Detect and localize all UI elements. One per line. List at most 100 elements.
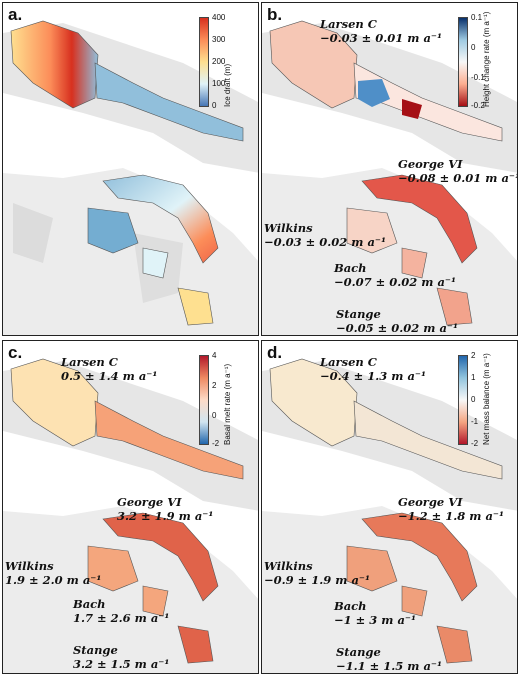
colorbar-b-title: Height change rate (m a⁻¹) [482,11,491,107]
shelf-name: Bach [334,599,367,613]
larsen-hotspot-red [402,99,422,119]
george-vi-shelf [361,512,478,602]
panel-label-c: c. [8,343,23,362]
colorbar-b: 0.1 0 -0.1 -0.2 Height change rate (m a⁻… [458,12,508,117]
shelf-value: −1.1 ± 1.5 m a⁻¹ [336,659,443,673]
colorbar-d-tick: 2 [471,351,476,360]
map-panel-b [262,20,517,335]
annotation-wilkins: Wilkins −0.9 ± 1.9 m a⁻¹ [264,559,370,587]
shelf-name: George VI [398,495,463,509]
colorbar-a-title: Ice draft (m) [223,63,232,107]
shelf-value: 0.5 ± 1.4 m a⁻¹ [61,369,158,383]
shelf-name: Bach [73,597,106,611]
shelf-value: −1 ± 3 m a⁻¹ [334,613,417,627]
bach-shelf [401,247,428,279]
shelf-name: Larsen C [320,17,377,31]
colorbar-b-tick: 0.1 [471,13,483,22]
stange-shelf [436,287,473,326]
colorbar-d-tick: -1 [471,417,479,426]
annotation-larsen-c: Larsen C −0.4 ± 1.3 m a⁻¹ [320,355,426,383]
george-vi-shelf [102,512,219,602]
shelf-name: Stange [336,307,381,321]
annotation-george-vi: George VI −0.08 ± 0.01 m a⁻¹ [398,157,517,185]
annotation-stange: Stange 3.2 ± 1.5 m a⁻¹ [73,643,169,671]
colorbar-a-gradient [199,17,209,107]
annotation-bach: Bach −0.07 ± 0.02 m a⁻¹ [334,261,456,289]
larsen-d-shelf [94,62,244,142]
colorbar-c: 4 2 0 -2 Basal melt rate (m a⁻¹) [199,351,249,455]
colorbar-b-tick: -0.2 [471,101,485,110]
colorbar-a-tick: 200 [212,57,226,66]
colorbar-d-tick: -2 [471,439,479,448]
panel-label-a: a. [8,5,23,24]
shelf-value: −0.05 ± 0.02 m a⁻¹ [336,321,459,335]
annotation-wilkins: Wilkins −0.03 ± 0.02 m a⁻¹ [264,221,386,249]
colorbar-d-tick: 0 [471,395,476,404]
larsen-hotspot-blue [358,79,390,107]
shelf-name: Wilkins [264,559,313,573]
bach-shelf [142,247,169,279]
shelf-value: 1.9 ± 2.0 m a⁻¹ [5,573,102,587]
colorbar-b-tick: 0 [471,43,476,52]
larsen-c-shelf [10,358,99,447]
shelf-name: George VI [117,495,182,509]
larsen-c-shelf [269,358,358,447]
larsen-d-shelf [94,400,244,480]
shelf-name: Stange [336,645,381,659]
colorbar-c-tick: 2 [212,381,217,390]
annotation-stange: Stange −0.05 ± 0.02 m a⁻¹ [336,307,458,335]
annotation-bach: Bach −1 ± 3 m a⁻¹ [334,599,416,627]
colorbar-c-tick: -2 [212,439,220,448]
shelf-name: George VI [398,157,463,171]
colorbar-c-title: Basal melt rate (m a⁻¹) [223,363,232,445]
annotation-george-vi: George VI −1.2 ± 1.8 m a⁻¹ [398,495,504,523]
panel-c-basal-melt: c. 4 2 0 -2 Basal melt rate (m a⁻¹) Lars… [2,340,259,674]
colorbar-d: 2 1 0 -1 -2 Net mass balance (m a⁻¹) [458,351,508,455]
panel-a-ice-draft: a. 400 300 200 100 0 Ice draft (m) [2,2,259,336]
annotation-bach: Bach 1.7 ± 2.6 m a⁻¹ [73,597,169,625]
colorbar-b-tick: -0.1 [471,73,485,82]
colorbar-c-gradient [199,355,209,445]
map-panel-d [262,358,517,673]
larsen-d-shelf [353,400,503,480]
george-vi-shelf [102,174,219,264]
stange-shelf [436,625,473,664]
shelf-name: Larsen C [320,355,377,369]
colorbar-c-tick: 0 [212,411,217,420]
colorbar-b-gradient [458,17,468,107]
wilkins-shelf [87,545,139,592]
panel-d-net-mass-balance: d. 2 1 0 -1 -2 Net mass balance (m a⁻¹) … [261,340,518,674]
colorbar-a-tick: 0 [212,101,217,110]
shelf-name: Bach [334,261,367,275]
colorbar-a-tick: 400 [212,13,226,22]
larsen-c-shelf [269,20,358,109]
george-vi-shelf [361,174,478,264]
shelf-value: 1.7 ± 2.6 m a⁻¹ [73,611,170,625]
annotation-wilkins: Wilkins 1.9 ± 2.0 m a⁻¹ [5,559,101,587]
shelf-name: Larsen C [61,355,118,369]
colorbar-d-tick: 1 [471,373,476,382]
bach-shelf [142,585,169,617]
panel-label-b: b. [267,5,283,24]
shelf-value: −0.4 ± 1.3 m a⁻¹ [320,369,427,383]
colorbar-a: 400 300 200 100 0 Ice draft (m) [199,13,249,117]
shelf-value: −0.9 ± 1.9 m a⁻¹ [264,573,371,587]
annotation-larsen-c: Larsen C 0.5 ± 1.4 m a⁻¹ [61,355,157,383]
colorbar-d-gradient [458,355,468,445]
shelf-value: −0.07 ± 0.02 m a⁻¹ [334,275,457,289]
panel-b-height-change: b. 0.1 0 -0.1 -0.2 Height change rate (m… [261,2,518,336]
annotation-larsen-c: Larsen C −0.03 ± 0.01 m a⁻¹ [320,17,442,45]
shelf-value: −1.2 ± 1.8 m a⁻¹ [398,509,505,523]
annotation-stange: Stange −1.1 ± 1.5 m a⁻¹ [336,645,442,673]
stange-shelf [177,287,214,326]
shelf-value: 3.2 ± 1.9 m a⁻¹ [117,509,214,523]
panel-label-d: d. [267,343,283,362]
map-panel-c [3,358,258,673]
shelf-name: Wilkins [264,221,313,235]
shelf-value: −0.03 ± 0.02 m a⁻¹ [264,235,387,249]
colorbar-c-tick: 4 [212,351,217,360]
shelf-value: −0.03 ± 0.01 m a⁻¹ [320,31,443,45]
colorbar-d-title: Net mass balance (m a⁻¹) [482,353,491,445]
shelf-name: Wilkins [5,559,54,573]
